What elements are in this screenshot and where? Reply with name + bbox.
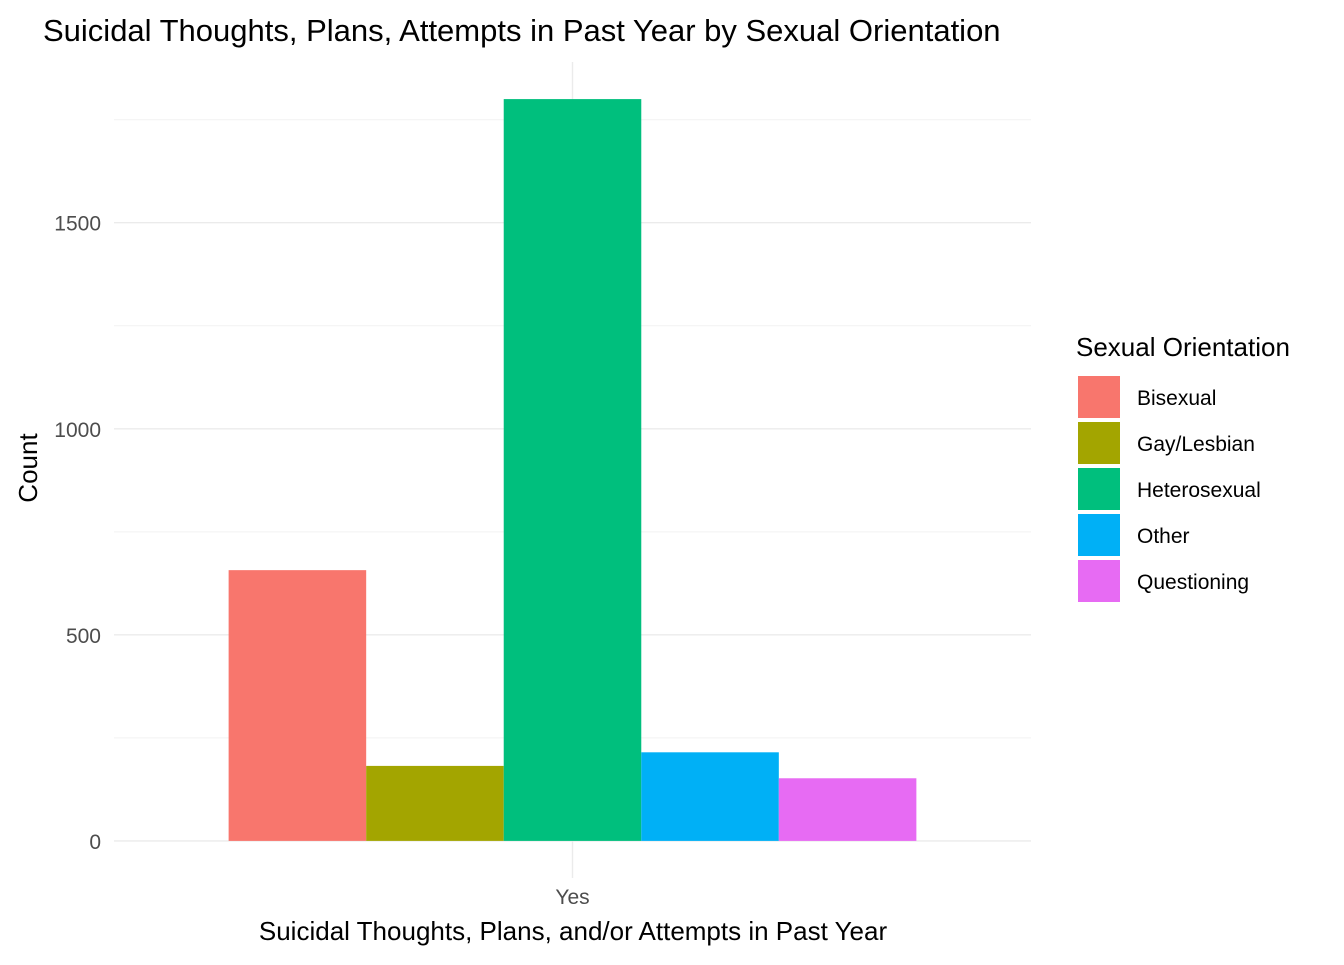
legend-label-questioning: Questioning (1137, 571, 1249, 594)
bar-bisexual (228, 570, 367, 841)
chart-title: Suicidal Thoughts, Plans, Attempts in Pa… (43, 13, 1001, 48)
bar-other (641, 752, 779, 841)
y-tick-label: 500 (66, 625, 101, 648)
legend-label-gay-lesbian: Gay/Lesbian (1137, 433, 1255, 456)
legend-label-other: Other (1137, 525, 1190, 548)
legend-key-bisexual (1078, 376, 1120, 418)
legend-key-other (1078, 514, 1120, 556)
legend-label-bisexual: Bisexual (1137, 387, 1216, 410)
bar-heterosexual (503, 99, 642, 841)
legend: Sexual Orientation Bisexual Gay/Lesbian He… (1076, 332, 1290, 602)
bar-questioning (778, 778, 917, 841)
bars (228, 99, 917, 841)
legend-title: Sexual Orientation (1076, 332, 1290, 362)
x-tick-label: Yes (555, 886, 589, 909)
legend-key-questioning (1078, 560, 1120, 602)
legend-key-gay-lesbian (1078, 422, 1120, 464)
y-axis-title: Count (13, 433, 43, 503)
y-axis-ticks: 0 500 1000 1500 (54, 213, 101, 854)
y-tick-label: 1500 (54, 213, 101, 236)
x-axis-ticks: Yes (555, 886, 589, 909)
legend-label-heterosexual: Heterosexual (1137, 479, 1261, 502)
y-tick-label: 0 (89, 831, 101, 854)
legend-key-heterosexual (1078, 468, 1120, 510)
bar-gay-lesbian (366, 765, 504, 841)
y-tick-label: 1000 (54, 419, 101, 442)
legend-items: Bisexual Gay/Lesbian Heterosexual Other Ques… (1078, 376, 1261, 602)
x-axis-title: Suicidal Thoughts, Plans, and/or Attempt… (259, 916, 888, 946)
